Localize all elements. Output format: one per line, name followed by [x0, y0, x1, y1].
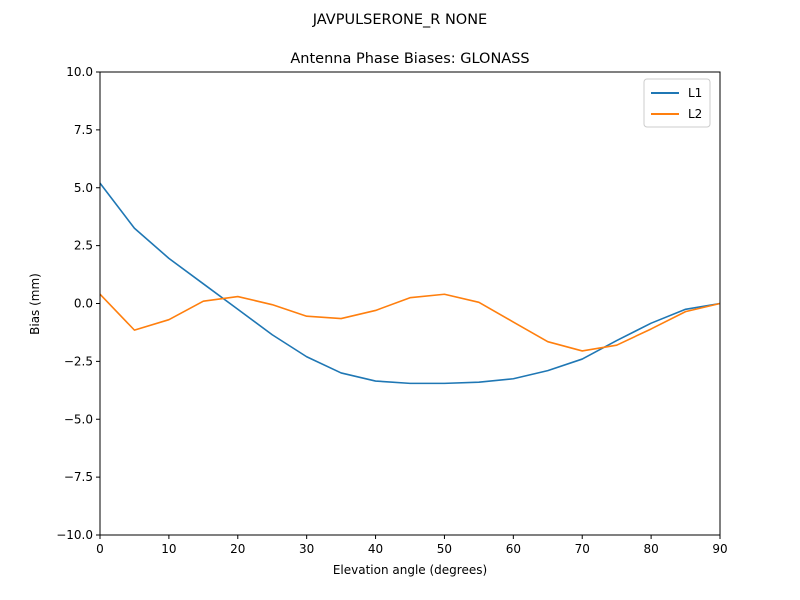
x-axis-ticks: 0 10 20 30 40 50 60 70 80 90 [96, 535, 728, 556]
y-tick-label: 10.0 [66, 65, 93, 79]
x-tick-label: 20 [230, 542, 245, 556]
y-tick-label: −7.5 [64, 470, 93, 484]
y-axis-ticks: −10.0 −7.5 −5.0 −2.5 0.0 2.5 5.0 7.5 10.0 [56, 65, 100, 542]
x-tick-label: 90 [712, 542, 727, 556]
legend-label-l1: L1 [688, 86, 702, 100]
x-tick-label: 40 [368, 542, 383, 556]
y-tick-label: −10.0 [56, 528, 93, 542]
legend: L1 L2 [643, 78, 711, 128]
y-tick-label: 2.5 [74, 239, 93, 253]
y-tick-label: −2.5 [64, 354, 93, 368]
x-tick-label: 10 [161, 542, 176, 556]
x-axis-label: Elevation angle (degrees) [333, 563, 487, 577]
y-tick-label: 0.0 [74, 297, 93, 311]
y-tick-label: 7.5 [74, 123, 93, 137]
legend-label-l2: L2 [688, 107, 702, 121]
plot-frame [99, 71, 721, 536]
y-tick-label: 5.0 [74, 181, 93, 195]
x-tick-label: 60 [506, 542, 521, 556]
y-tick-label: −5.0 [64, 412, 93, 426]
y-axis-label: Bias (mm) [28, 273, 42, 335]
series-layer [99, 182, 721, 385]
x-tick-label: 0 [96, 542, 104, 556]
series-line-l2 [99, 293, 721, 352]
x-tick-label: 50 [437, 542, 452, 556]
x-tick-label: 70 [575, 542, 590, 556]
chart-title: Antenna Phase Biases: GLONASS [290, 51, 529, 67]
x-tick-label: 80 [643, 542, 658, 556]
figure-suptitle: JAVPULSERONE_R NONE [312, 12, 487, 28]
series-line-l1 [99, 182, 721, 385]
x-tick-label: 30 [299, 542, 314, 556]
